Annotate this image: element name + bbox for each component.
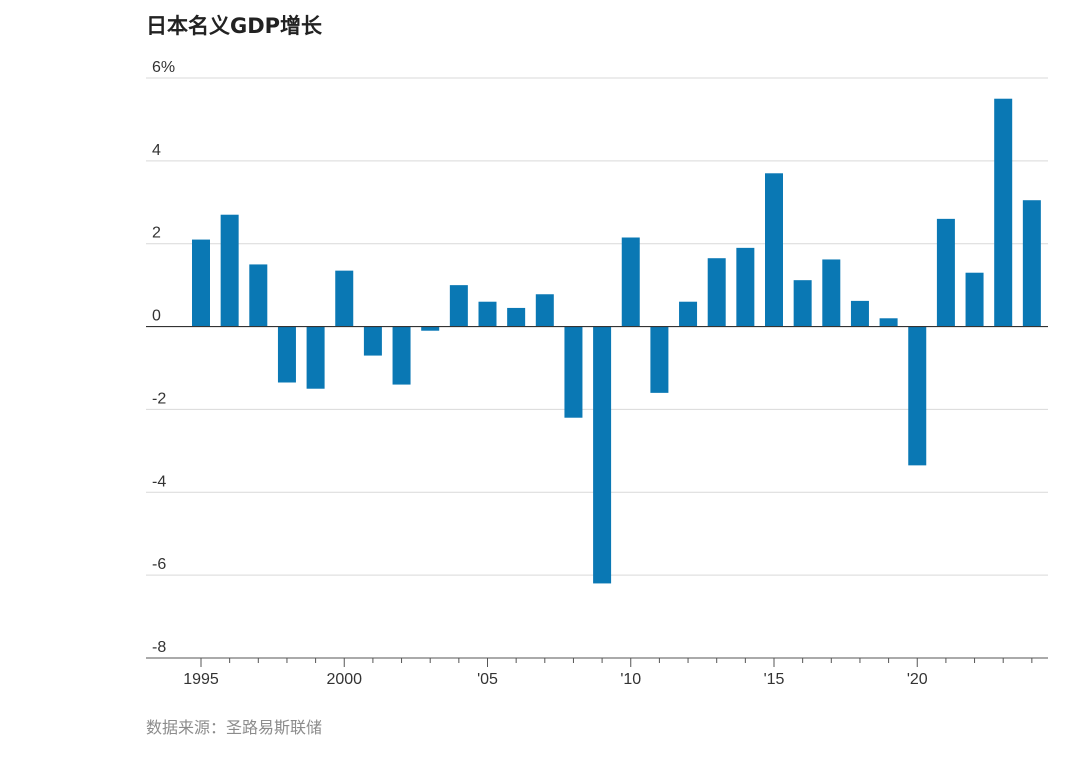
y-tick-label: 6% [152, 59, 175, 76]
bar-2019 [879, 318, 898, 327]
bar-1995 [192, 239, 210, 327]
bar-2012 [679, 301, 698, 327]
bar-2005 [478, 301, 497, 327]
bar-2021 [936, 218, 955, 327]
x-tick-label: 2000 [326, 671, 362, 688]
source-note: 数据来源：圣路易斯联储 [146, 718, 323, 737]
y-tick-label: 4 [152, 142, 161, 159]
bar-2017 [822, 259, 841, 327]
bar-2011 [650, 326, 669, 393]
bar-2002 [392, 326, 411, 385]
y-tick-label: -2 [152, 390, 166, 407]
bar-2018 [850, 300, 869, 327]
bar-2016 [793, 280, 812, 327]
bar-1996 [220, 214, 239, 327]
bar-2009 [593, 326, 612, 584]
y-tick-label: -4 [152, 473, 166, 490]
x-tick-label: '15 [764, 671, 785, 688]
bar-2004 [449, 285, 468, 327]
bar-2001 [363, 326, 382, 356]
x-axis: 1995 2000 '05 '10 '15 '20 [146, 325, 1048, 688]
y-tick-label: -6 [152, 556, 166, 573]
bar-1998 [277, 326, 296, 383]
bar-2010 [621, 237, 640, 327]
x-tick-label: '10 [620, 671, 641, 688]
y-tick-label: -8 [152, 639, 166, 656]
bar-2024 [1022, 200, 1041, 327]
y-axis-labels: 6% 4 2 0 -2 -4 -6 -8 [152, 59, 175, 656]
bar-2022 [965, 272, 984, 327]
bar-2007 [535, 294, 554, 327]
bar-2020 [908, 326, 927, 466]
x-tick-label: '05 [477, 671, 498, 688]
y-tick-label: 2 [152, 225, 161, 242]
bar-2013 [707, 258, 726, 327]
x-tick-label: 1995 [183, 671, 219, 688]
chart-title: 日本名义GDP增长 [146, 14, 323, 38]
bar-2003 [421, 326, 440, 331]
bar-1999 [306, 326, 325, 389]
bar-2006 [507, 307, 526, 327]
bar-2008 [564, 326, 583, 418]
bar-1997 [249, 264, 268, 327]
bars [192, 98, 1041, 584]
y-tick-label: 0 [152, 308, 161, 325]
bar-2000 [335, 270, 354, 327]
bar-2023 [994, 98, 1013, 327]
x-tick-label: '20 [907, 671, 928, 688]
bar-2015 [765, 173, 783, 327]
bar-2014 [736, 247, 755, 327]
